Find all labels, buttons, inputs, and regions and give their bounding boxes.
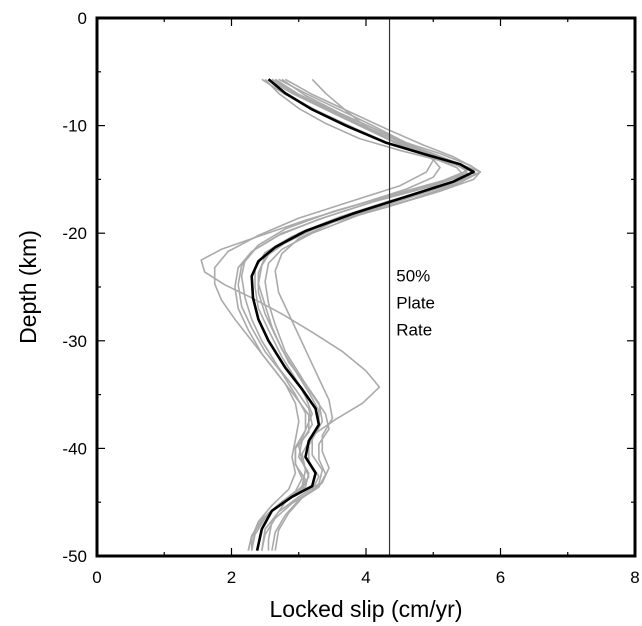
x-tick-label: 6 bbox=[496, 568, 505, 587]
ensemble-line-1 bbox=[264, 78, 482, 551]
ensemble-lines bbox=[200, 78, 482, 551]
ensemble-line-2 bbox=[250, 78, 478, 551]
annotation-line: Rate bbox=[396, 321, 432, 340]
x-tick-label: 2 bbox=[227, 568, 236, 587]
plate-rate-annotation: 50% Plate Rate bbox=[396, 267, 435, 340]
mean-line-group bbox=[250, 78, 475, 551]
y-tick-label: -40 bbox=[62, 439, 87, 458]
ensemble-line-3 bbox=[257, 78, 475, 551]
x-tick-label: 8 bbox=[630, 568, 639, 587]
y-tick-label: -10 bbox=[62, 117, 87, 136]
y-tick-label: -50 bbox=[62, 547, 87, 566]
plot-frame bbox=[95, 16, 637, 558]
y-tick-label: -30 bbox=[62, 332, 87, 351]
y-axis-label: Depth (km) bbox=[15, 230, 41, 344]
x-axis-ticks: 0 2 4 6 8 bbox=[92, 18, 640, 587]
y-axis-ticks: 0 -10 -20 -30 -40 -50 bbox=[62, 9, 635, 566]
x-axis-label: Locked slip (cm/yr) bbox=[270, 596, 463, 622]
y-tick-label: -20 bbox=[62, 224, 87, 243]
ensemble-line-9 bbox=[257, 78, 475, 551]
y-tick-label: 0 bbox=[78, 9, 87, 28]
annotation-line: Plate bbox=[396, 294, 435, 313]
x-tick-label: 4 bbox=[361, 568, 370, 587]
mean-model-line bbox=[250, 78, 475, 551]
x-tick-label: 0 bbox=[92, 568, 101, 587]
ensemble-line-8 bbox=[237, 78, 468, 551]
annotation-line: 50% bbox=[396, 267, 430, 286]
ensemble-line-5 bbox=[240, 78, 468, 551]
